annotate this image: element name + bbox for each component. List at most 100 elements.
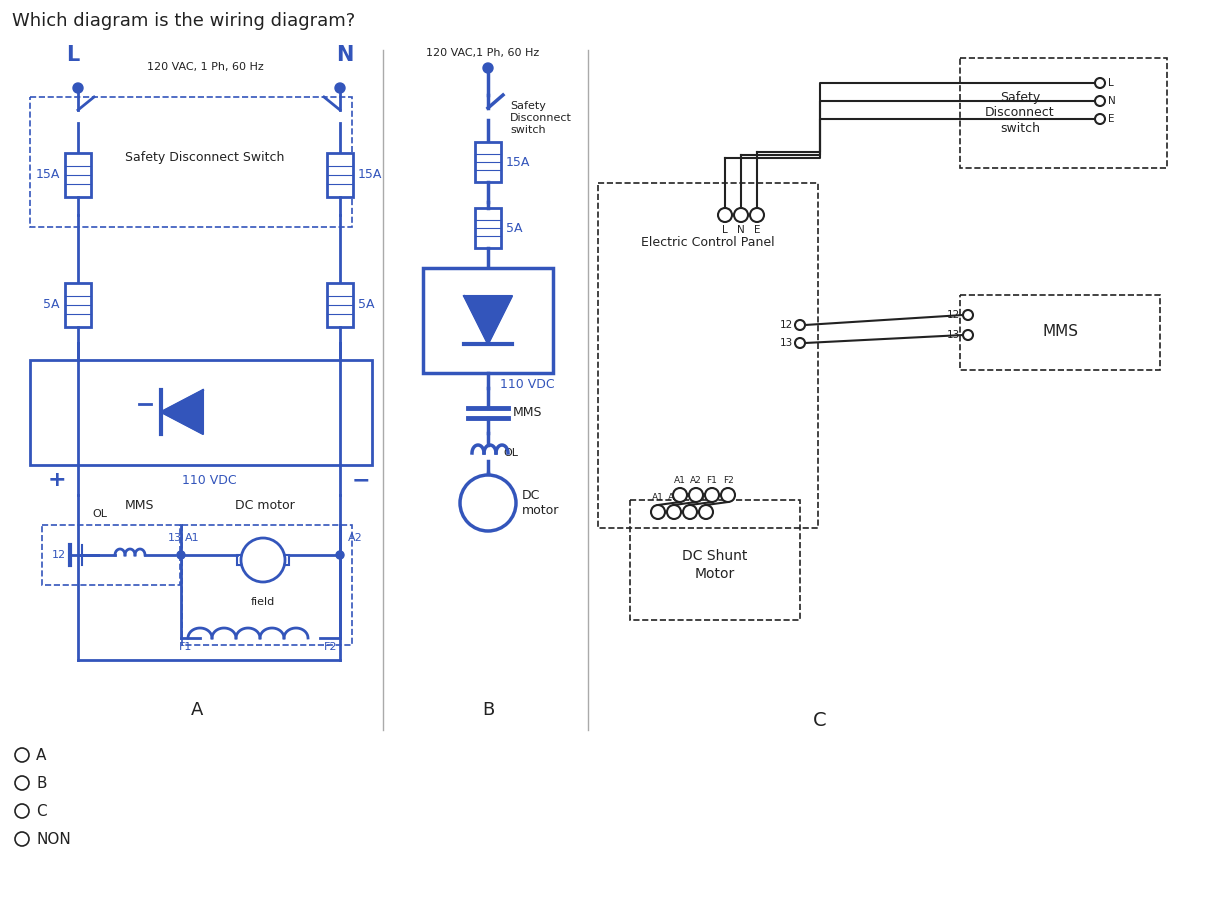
Text: A: A [191,701,203,719]
Text: Which diagram is the wiring diagram?: Which diagram is the wiring diagram? [12,12,355,30]
Circle shape [721,488,734,502]
Circle shape [796,338,805,348]
Text: F2: F2 [323,642,337,652]
Circle shape [335,83,345,93]
Bar [42,525,180,585]
Text: Electric Control Panel: Electric Control Panel [641,236,775,250]
Polygon shape [464,296,512,344]
Circle shape [460,475,517,531]
Text: 5A: 5A [357,299,375,311]
Text: C: C [813,710,827,729]
Text: MMS: MMS [513,407,542,419]
Text: Bridge
Rectifier: Bridge Rectifier [213,398,266,426]
Text: C: C [35,804,47,818]
Text: −: − [353,470,371,490]
Circle shape [15,776,29,790]
Bar [31,97,353,227]
Text: 110 VDC: 110 VDC [181,473,236,487]
Text: A1: A1 [185,533,200,543]
Text: 15A: 15A [35,169,60,182]
Bar [475,208,501,248]
Text: F1: F1 [684,493,695,502]
Circle shape [1095,78,1105,88]
Bar [630,500,800,620]
Text: MMS: MMS [125,499,154,512]
Text: 12: 12 [946,310,960,320]
Text: N: N [737,225,745,235]
Text: F1: F1 [179,642,192,652]
Text: MMS: MMS [1042,324,1078,340]
Text: 120 VAC, 1 Ph, 60 Hz: 120 VAC, 1 Ph, 60 Hz [147,62,263,72]
Text: E: E [754,225,760,235]
Text: F1: F1 [706,476,717,485]
Bar [65,153,91,197]
Text: Safety Disconnect Switch: Safety Disconnect Switch [125,151,285,163]
Text: A1: A1 [674,476,685,485]
Circle shape [963,330,973,340]
Bar [960,58,1166,168]
Circle shape [683,505,696,519]
Bar [424,268,553,373]
Circle shape [796,320,805,330]
Text: A2: A2 [348,533,362,543]
Text: 120 VAC,1 Ph, 60 Hz: 120 VAC,1 Ph, 60 Hz [426,48,540,58]
Circle shape [667,505,681,519]
Text: A: A [35,747,47,763]
Text: A2: A2 [690,476,701,485]
Text: Safety
Disconnect
switch: Safety Disconnect switch [985,91,1055,135]
Circle shape [483,63,493,73]
Text: DC
motor: DC motor [521,489,559,517]
Text: 13: 13 [780,338,793,348]
Bar [327,153,353,197]
Circle shape [1095,96,1105,106]
Circle shape [963,310,973,320]
Text: 13: 13 [168,533,182,543]
Text: 5A: 5A [44,299,60,311]
Bar [282,555,289,565]
Text: L: L [722,225,728,235]
Text: 15A: 15A [506,155,530,169]
Circle shape [73,83,83,93]
Text: 12: 12 [780,320,793,330]
Text: A2: A2 [668,493,679,502]
Text: Safety
Disconnect
switch: Safety Disconnect switch [510,101,572,135]
Text: M: M [479,494,497,512]
Bar [960,295,1160,370]
Text: N: N [1108,96,1116,106]
Circle shape [15,832,29,846]
Text: B: B [482,701,494,719]
Bar [237,555,245,565]
Text: F2: F2 [722,476,733,485]
Bar [31,360,372,465]
Circle shape [241,538,285,582]
Bar [182,525,353,645]
Circle shape [15,804,29,818]
Text: +: + [48,470,66,490]
Circle shape [734,208,748,222]
Circle shape [651,505,665,519]
Text: A1: A1 [652,493,663,502]
Text: N: N [337,45,354,65]
Circle shape [689,488,703,502]
Circle shape [1095,114,1105,124]
Text: F2: F2 [700,493,711,502]
Circle shape [705,488,718,502]
Circle shape [718,208,732,222]
Circle shape [177,551,185,559]
Text: 110 VDC: 110 VDC [499,379,554,391]
Text: E: E [1108,114,1115,124]
Bar [475,142,501,182]
Polygon shape [162,390,203,434]
Text: field: field [251,597,275,607]
Text: 13: 13 [946,330,960,340]
Circle shape [750,208,764,222]
Text: NON: NON [35,832,71,846]
Text: Arm: Arm [252,555,274,565]
Text: OL: OL [93,509,108,519]
Text: L: L [66,45,80,65]
Circle shape [699,505,714,519]
Text: 15A: 15A [357,169,382,182]
Circle shape [673,488,687,502]
Text: OL: OL [503,448,518,458]
Text: 12: 12 [51,550,66,560]
